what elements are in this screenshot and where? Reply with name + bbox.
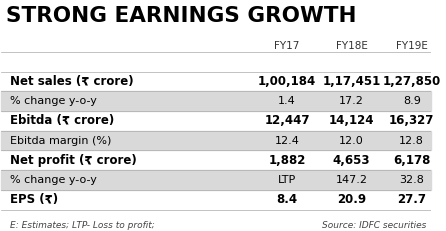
Text: Net profit (₹ crore): Net profit (₹ crore)	[10, 154, 137, 167]
Text: E: Estimates; LTP- Loss to profit;: E: Estimates; LTP- Loss to profit;	[10, 221, 155, 230]
Text: 12.8: 12.8	[399, 136, 424, 146]
Text: 147.2: 147.2	[335, 175, 368, 185]
Text: % change y-o-y: % change y-o-y	[10, 175, 97, 185]
Text: Source: IDFC securities: Source: IDFC securities	[322, 221, 427, 230]
Text: 14,124: 14,124	[329, 114, 374, 127]
Text: FY17: FY17	[274, 41, 300, 51]
Bar	[1, 170, 431, 190]
Text: 16,327: 16,327	[389, 114, 434, 127]
Text: Ebitda margin (%): Ebitda margin (%)	[10, 136, 112, 146]
Text: EPS (₹): EPS (₹)	[10, 193, 58, 206]
Text: 1,27,850: 1,27,850	[383, 75, 441, 88]
Text: 1.4: 1.4	[278, 96, 296, 106]
Text: 1,882: 1,882	[268, 154, 306, 167]
Text: % change y-o-y: % change y-o-y	[10, 96, 97, 106]
Text: 4,653: 4,653	[333, 154, 370, 167]
Text: 32.8: 32.8	[399, 175, 424, 185]
Text: Net sales (₹ crore): Net sales (₹ crore)	[10, 75, 134, 88]
Text: 1,00,184: 1,00,184	[258, 75, 316, 88]
Text: 12,447: 12,447	[264, 114, 310, 127]
Text: Ebitda (₹ crore): Ebitda (₹ crore)	[10, 114, 114, 127]
Text: 8.9: 8.9	[403, 96, 421, 106]
Text: 6,178: 6,178	[393, 154, 430, 167]
Text: STRONG EARNINGS GROWTH: STRONG EARNINGS GROWTH	[6, 6, 356, 26]
Text: FY19E: FY19E	[396, 41, 428, 51]
Text: 27.7: 27.7	[397, 193, 426, 206]
Bar	[1, 91, 431, 111]
Text: LTP: LTP	[278, 175, 296, 185]
Text: FY18E: FY18E	[336, 41, 368, 51]
Text: 20.9: 20.9	[337, 193, 366, 206]
Text: 12.0: 12.0	[339, 136, 364, 146]
Text: 12.4: 12.4	[275, 136, 300, 146]
Bar	[1, 131, 431, 150]
Text: 17.2: 17.2	[339, 96, 364, 106]
Text: 8.4: 8.4	[277, 193, 297, 206]
Text: 1,17,451: 1,17,451	[322, 75, 381, 88]
